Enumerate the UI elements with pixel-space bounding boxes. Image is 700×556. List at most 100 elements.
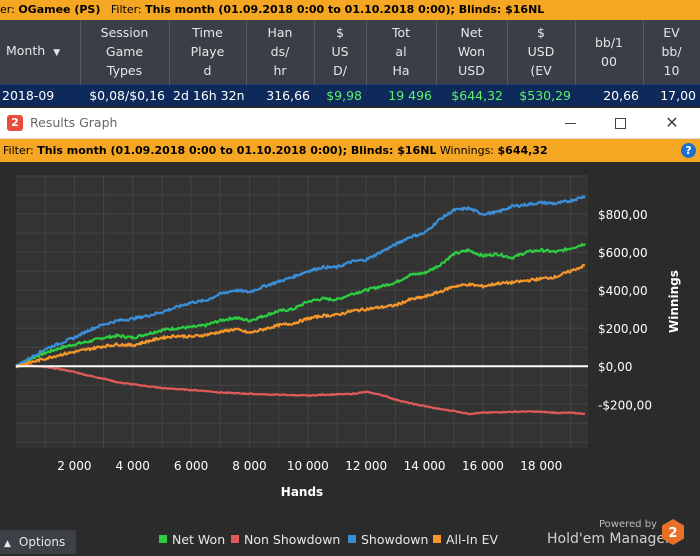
filter-label: Filter:	[110, 3, 142, 16]
column-header[interactable]: Month ▼	[0, 20, 81, 84]
non-showdown-swatch	[231, 535, 239, 543]
column-header-label: USD	[527, 44, 555, 60]
help-icon[interactable]: ?	[681, 143, 696, 158]
column-header[interactable]: Tot al Ha	[366, 20, 437, 84]
x-tick-label: 4 000	[116, 459, 150, 473]
y-axis-label: Winnings	[667, 270, 681, 333]
column-header[interactable]: $ US D/	[314, 20, 367, 84]
table-cell: 20,66	[575, 83, 643, 106]
top-filter-bar: er: OGamee (PS) Filter: This month (01.0…	[0, 0, 700, 20]
column-header-label: $	[537, 25, 545, 41]
results-chart: $800,00 $600,00 $400,00 $200,00 $0,00 -$200,0…	[15, 175, 681, 499]
stats-header-row: Month ▼ Session Game Types Time Playe d Han ds/hr…	[0, 20, 700, 84]
column-header-label: Ha	[392, 63, 410, 79]
series-line-showdown	[15, 195, 586, 367]
results-graph: $800,00 $600,00 $400,00 $200,00 $0,00 -$200,0…	[0, 162, 700, 523]
legend-showdown[interactable]: Showdown	[348, 532, 428, 547]
plot-background	[16, 176, 588, 448]
column-header-label: bb/1	[594, 34, 624, 50]
column-header-label: Game	[105, 44, 144, 60]
close-icon: ✕	[665, 113, 679, 132]
column-header[interactable]: Time Playe d	[169, 20, 247, 84]
column-header-label: Types	[106, 63, 143, 79]
column-header-label: Net	[460, 25, 483, 41]
column-header[interactable]: Han ds/hr	[246, 20, 315, 84]
table-cell: $9,98	[314, 83, 366, 106]
y-tick-label: $600,00	[598, 246, 648, 260]
column-header[interactable]: EV bb/10	[643, 20, 700, 84]
legend-allin-ev[interactable]: All-In EV	[433, 532, 498, 547]
column-header-label: Han	[267, 25, 293, 41]
x-tick-label: 14 000	[404, 459, 446, 473]
x-axis-label: Hands	[281, 485, 323, 499]
column-header-label: $	[336, 25, 344, 41]
stats-table: Month ▼ Session Game Types Time Playe d Han ds/hr…	[0, 20, 700, 106]
column-header-label: Month	[6, 42, 46, 58]
column-header-label: US	[331, 44, 349, 60]
legend-non-showdown[interactable]: Non Showdown	[231, 532, 340, 547]
y-tick-label: $200,00	[598, 322, 648, 336]
column-header-label: bb/	[661, 44, 682, 60]
player-name[interactable]: OGamee (PS)	[18, 3, 101, 16]
options-button[interactable]: ▲ Options	[0, 530, 76, 554]
minimize-icon	[564, 122, 576, 124]
column-header-label: 10	[663, 63, 680, 79]
results-graph-titlebar[interactable]: 2 Results Graph ✕	[0, 108, 700, 139]
column-header[interactable]: Session Game Types	[80, 20, 170, 84]
series-line-net-won	[15, 243, 586, 368]
maximize-icon	[614, 117, 626, 129]
column-header[interactable]: $ USD (EV	[507, 20, 576, 84]
hm2-badge-text: 2	[668, 526, 677, 541]
column-header-label: ds/	[270, 44, 290, 60]
options-label: Options	[18, 535, 66, 549]
allin-ev-swatch	[433, 535, 441, 543]
window-title: Results Graph	[30, 115, 118, 130]
table-cell: 2d 16h 32n	[169, 83, 246, 106]
y-tick-label: $400,00	[598, 284, 648, 298]
minimize-button[interactable]	[555, 111, 585, 135]
showdown-swatch	[348, 535, 356, 543]
table-cell: $644,32	[436, 83, 507, 106]
x-tick-label: 6 000	[174, 459, 208, 473]
hm2-logo-icon: 2	[7, 115, 23, 131]
x-tick-label: 16 000	[462, 459, 504, 473]
close-button[interactable]: ✕	[657, 111, 687, 135]
caret-up-icon: ▲	[4, 539, 11, 549]
column-header-label: d	[203, 63, 212, 79]
x-tick-label: 10 000	[287, 459, 329, 473]
table-row[interactable]: 2018-09 $0,08/$0,16 2d 16h 32n 316,66 $9,98 1…	[0, 83, 700, 106]
column-header-label: Session	[100, 25, 149, 41]
x-tick-label: 8 000	[232, 459, 266, 473]
legend-label: All-In EV	[446, 532, 499, 547]
column-header[interactable]: bb/1 00	[575, 20, 644, 84]
legend-net-won[interactable]: Net Won	[159, 532, 225, 547]
x-tick-label: 18 000	[520, 459, 562, 473]
graph-filter-text[interactable]: This month (01.09.2018 0:00 to 01.10.201…	[37, 144, 437, 157]
series-line-all-in-ev	[15, 263, 586, 369]
bottom-bar: ▲ Options Net Won Non Showdown Showdown A…	[0, 519, 700, 556]
filter-text[interactable]: This month (01.09.2018 0:00 to 01.10.201…	[145, 3, 545, 16]
y-tick-label: -$200,00	[598, 398, 652, 412]
product-name: Hold'em Manager	[547, 531, 671, 547]
sort-desc-icon[interactable]: ▼	[53, 47, 61, 58]
table-cell: $0,08/$0,16	[80, 83, 169, 106]
table-cell: 17,00	[643, 83, 700, 106]
legend-label: Non Showdown	[244, 532, 341, 547]
table-cell: 2018-09	[0, 83, 80, 106]
column-header-label: EV	[663, 25, 680, 41]
column-header-label: Playe	[190, 44, 225, 60]
hm2-badge-icon: 2	[662, 519, 684, 545]
winnings-value: $644,32	[497, 144, 548, 157]
column-header[interactable]: Net Won USD	[436, 20, 508, 84]
column-header-label: D/	[333, 63, 347, 79]
y-tick-label: $800,00	[598, 208, 648, 222]
table-cell: $530,29	[507, 83, 575, 106]
y-tick-label: $0,00	[598, 360, 632, 374]
column-header-label: al	[395, 44, 407, 60]
graph-filter-label: Filter:	[3, 144, 34, 157]
series-line-non-showdown	[15, 363, 586, 416]
winnings-label: Winnings:	[439, 144, 495, 157]
player-prefix: er:	[0, 3, 15, 16]
maximize-button[interactable]	[605, 111, 635, 135]
